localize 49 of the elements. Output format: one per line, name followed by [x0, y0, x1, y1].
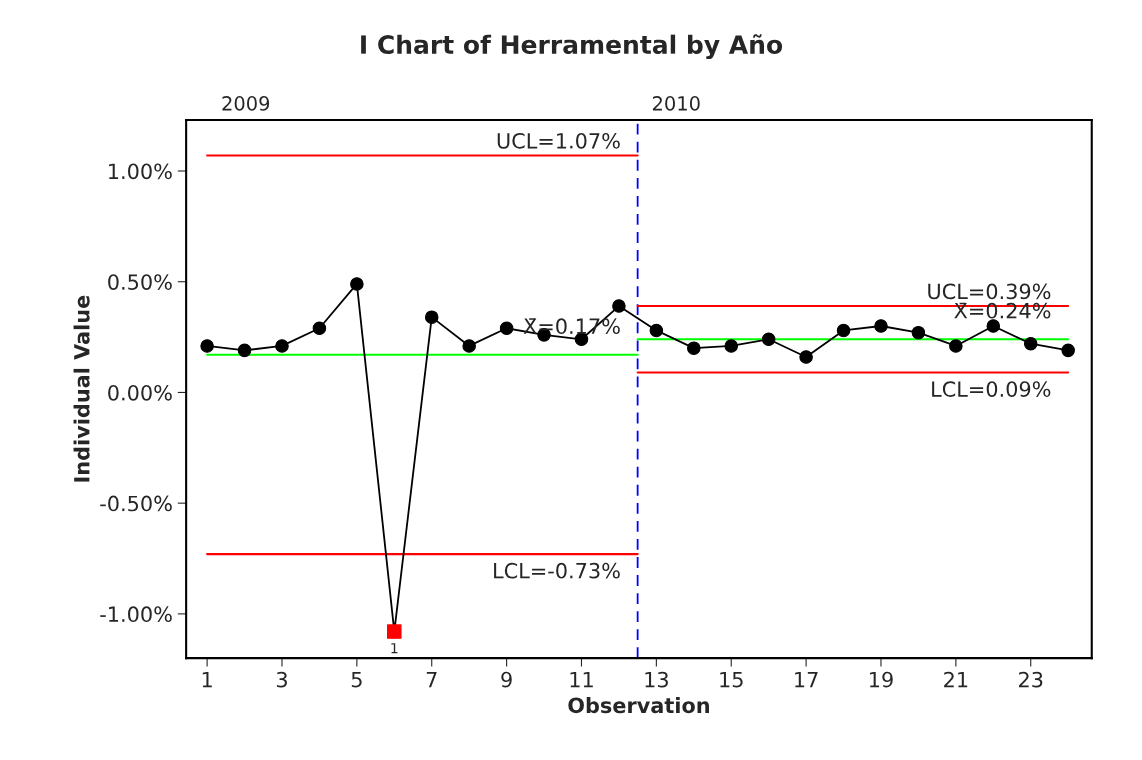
point — [649, 323, 664, 338]
chart-title: I Chart of Herramental by Año — [361, 34, 783, 60]
y-tick-label: 0.00% — [108, 384, 172, 401]
x-tick-label: 3 — [276, 671, 287, 688]
point — [462, 339, 476, 353]
x-tick-label: 17 — [795, 672, 818, 688]
annotation: LCL=-0.73% — [494, 562, 620, 579]
x-tick-label: 21 — [944, 671, 968, 688]
x-tick-label: 7 — [426, 672, 437, 688]
point — [350, 277, 364, 291]
point — [312, 321, 327, 335]
x-tick-label: 19 — [870, 671, 893, 688]
x-tick-label: 5 — [351, 672, 362, 688]
annotation: UCL=0.39% — [928, 283, 1051, 300]
point — [1023, 336, 1038, 351]
point — [986, 319, 1001, 333]
point — [499, 321, 514, 335]
y-tick-label: 1.00% — [109, 163, 172, 180]
y-tick-label: -0.50% — [100, 495, 172, 512]
x-axis-title: Observation — [568, 697, 709, 714]
annotation: X̄=0.24% — [954, 302, 1051, 319]
point — [237, 343, 252, 358]
point — [724, 339, 738, 353]
point — [612, 299, 626, 313]
point — [949, 339, 963, 353]
x-tick-label: 11 — [570, 672, 593, 688]
text: 2010 — [652, 96, 700, 111]
x-tick-label: 23 — [1019, 671, 1043, 688]
x-tick-label: 13 — [645, 671, 668, 688]
annotation: UCL=1.07% — [497, 132, 620, 149]
x-tick-label: 1 — [202, 672, 212, 688]
point — [275, 339, 289, 353]
text: 2009 — [222, 96, 270, 111]
point — [874, 319, 888, 333]
point — [424, 310, 439, 324]
annotation: 1 — [391, 643, 398, 654]
point — [1061, 343, 1075, 358]
x-tick-label: 15 — [720, 672, 743, 688]
y-tick-label: 0.50% — [108, 274, 172, 290]
y-tick-label: -1.00% — [100, 606, 172, 623]
point — [761, 332, 776, 347]
point — [911, 325, 926, 340]
point — [687, 341, 701, 355]
y-axis-title: Individual Value — [73, 295, 90, 482]
point — [799, 350, 813, 364]
annotation: LCL=0.09% — [932, 381, 1051, 397]
x-tick-label: 9 — [501, 671, 512, 688]
point — [200, 339, 214, 353]
point — [836, 323, 851, 338]
